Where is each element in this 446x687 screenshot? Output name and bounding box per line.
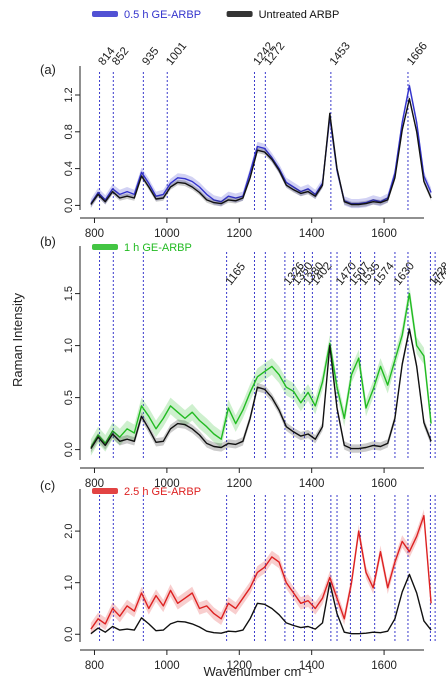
series-line	[90, 98, 432, 206]
peak-label: 935	[140, 45, 161, 68]
x-tick-label: 1200	[226, 660, 252, 672]
peak-label: 1630	[392, 260, 417, 288]
peak-label: 852	[110, 45, 131, 68]
legend-swatch	[92, 488, 118, 494]
y-tick-label: 0.8	[63, 124, 75, 139]
error-band	[90, 81, 432, 209]
x-tick-label: 1400	[299, 478, 325, 490]
legend-label: 1 h GE-ARBP	[124, 242, 192, 254]
legend-item: Untreated ARBP	[226, 9, 340, 21]
legend-swatch	[226, 11, 253, 17]
legend-label: 0.5 h GE-ARBP	[124, 9, 201, 21]
series-0-5-h-ge-arbp	[90, 81, 432, 209]
legend-item: 2.5 h GE-ARBP	[92, 486, 201, 498]
legend-label: 2.5 h GE-ARBP	[124, 486, 201, 498]
peak-label: 1453	[328, 40, 353, 68]
y-tick-label: 0.0	[63, 627, 75, 642]
x-tick-label: 1400	[299, 660, 325, 672]
series-2-5-h-ge-arbp	[90, 509, 432, 636]
x-axis-label: Wavenumber cm⁻¹	[204, 664, 314, 679]
error-band	[90, 285, 432, 456]
x-tick-label: 1000	[154, 228, 180, 240]
x-tick-label: 800	[85, 228, 104, 240]
series-untreated-arbp	[90, 573, 432, 635]
peak-label: 1666	[405, 40, 430, 68]
y-tick-label: 0.0	[63, 198, 75, 213]
y-tick-label: 2.0	[63, 523, 75, 538]
y-tick-label: 1.0	[63, 575, 75, 590]
legend-item: 0.5 h GE-ARBP	[92, 9, 201, 21]
y-tick-label: 0.4	[63, 161, 75, 176]
legend-swatch	[92, 11, 118, 17]
x-tick-label: 1400	[299, 228, 325, 240]
x-tick-label: 1200	[226, 478, 252, 490]
x-tick-label: 1000	[154, 660, 180, 672]
y-tick-label: 1.0	[63, 338, 75, 353]
peak-label: 1165	[224, 261, 249, 288]
peak-label: 1001	[164, 40, 189, 68]
error-band	[90, 509, 432, 636]
x-tick-label: 800	[85, 478, 104, 490]
series-line	[90, 328, 432, 450]
series-line	[90, 292, 432, 448]
x-tick-label: 1600	[371, 228, 397, 240]
y-tick-label: 1.5	[63, 286, 75, 301]
x-tick-label: 1000	[154, 478, 180, 490]
legend-swatch	[92, 244, 118, 250]
series-1-h-ge-arbp	[90, 285, 432, 456]
y-tick-label: 0.0	[63, 442, 75, 457]
panel-label: (a)	[40, 62, 56, 77]
x-tick-label: 1200	[226, 228, 252, 240]
legend-label: Untreated ARBP	[259, 9, 340, 21]
legend-item: 1 h GE-ARBP	[92, 242, 192, 254]
series-untreated-arbp	[90, 95, 432, 208]
panel-label: (c)	[40, 478, 55, 493]
series-line	[90, 573, 432, 635]
series-untreated-arbp	[90, 324, 432, 453]
y-axis-label: Raman Intensity	[10, 293, 25, 387]
x-tick-label: 1600	[371, 478, 397, 490]
series-line	[90, 514, 432, 630]
series-line	[90, 85, 432, 205]
y-tick-label: 0.5	[63, 390, 75, 405]
x-tick-label: 1600	[371, 660, 397, 672]
y-tick-label: 1.2	[63, 87, 75, 102]
panel-label: (b)	[40, 234, 56, 249]
chart-panel-3: (c) 2.5 h GE-ARBP 0.0 1.0 2.0 800 1000 1200 1400…	[40, 478, 436, 672]
x-tick-label: 800	[85, 660, 104, 672]
